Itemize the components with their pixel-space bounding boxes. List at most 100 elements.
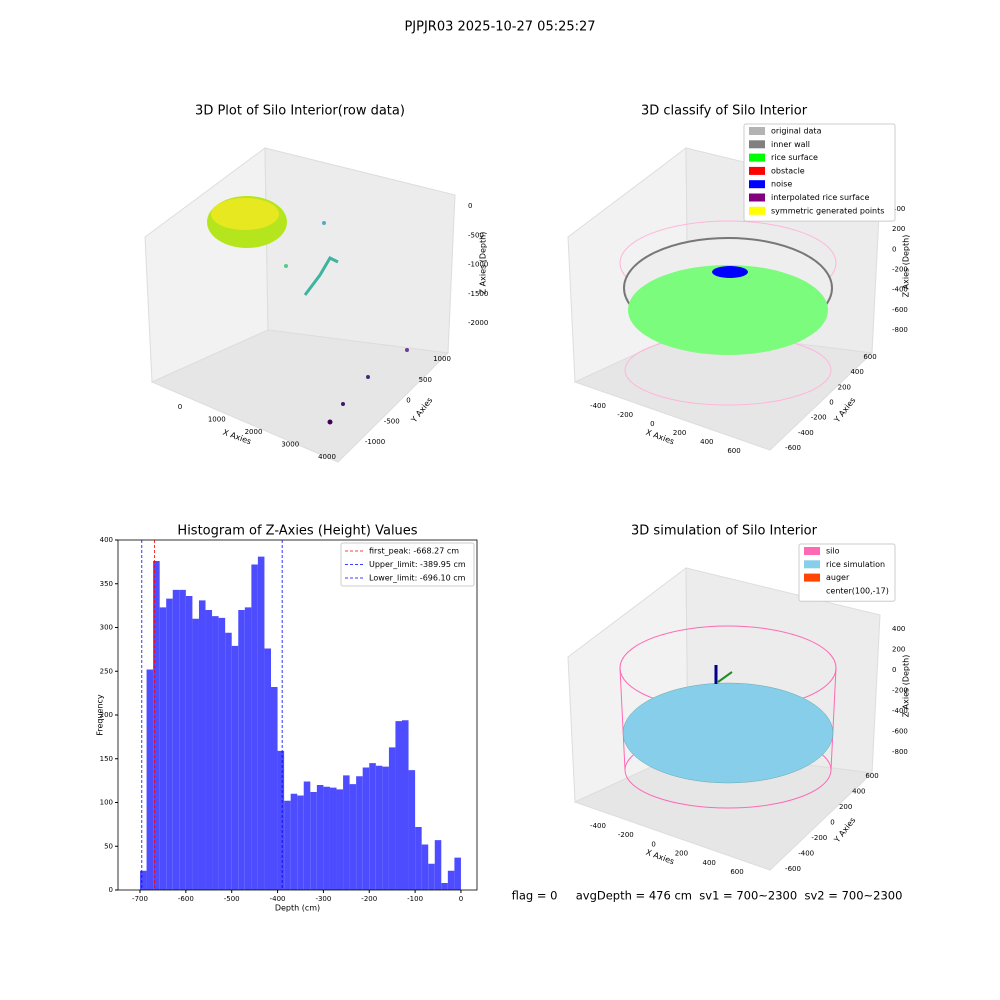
y-tick-label: 0 xyxy=(830,819,834,827)
z-tick-label: 400 xyxy=(892,205,905,213)
y-tick-label: -200 xyxy=(811,834,827,842)
y-tick-label: 0 xyxy=(406,397,410,405)
x-tick-label: 600 xyxy=(730,868,743,876)
legend xyxy=(743,123,896,222)
bar xyxy=(153,561,160,890)
bar xyxy=(375,765,383,890)
bar xyxy=(316,785,324,890)
x-tick-label: -500 xyxy=(224,895,240,903)
bar xyxy=(172,589,180,890)
axis-label: Z Axies (Depth) xyxy=(902,235,911,298)
x-tick-label: -300 xyxy=(315,895,331,903)
bar xyxy=(388,747,396,890)
bar xyxy=(428,863,435,890)
legend-swatch xyxy=(749,166,765,175)
bar xyxy=(382,766,389,890)
y-tick-label: 300 xyxy=(100,624,113,632)
x-tick-label: -200 xyxy=(618,831,634,839)
bar xyxy=(434,840,442,890)
bar xyxy=(297,795,304,890)
legend-label: auger xyxy=(826,573,850,582)
x-tick-label: -200 xyxy=(617,411,633,419)
bar xyxy=(454,857,461,890)
bar xyxy=(362,767,370,890)
bar xyxy=(238,610,245,890)
axis-label: Y Axies xyxy=(409,396,435,425)
panes-1 xyxy=(144,147,456,463)
bar xyxy=(290,793,298,890)
x-tick-label: 0 xyxy=(650,420,654,428)
legend-swatch xyxy=(804,573,820,582)
bar xyxy=(303,781,311,890)
bar xyxy=(251,564,258,890)
z-tick-label: 200 xyxy=(892,225,905,233)
y-tick-label: 250 xyxy=(100,667,113,675)
bar xyxy=(447,870,455,890)
bar xyxy=(270,687,278,890)
bar xyxy=(198,600,206,890)
subplot-title: 3D simulation of Silo Interior xyxy=(631,524,818,539)
legend-label: silo xyxy=(826,547,840,556)
bar xyxy=(185,596,193,890)
z-tick-label: -1000 xyxy=(468,261,488,269)
bar xyxy=(356,776,363,890)
footer-text: flag = 0 avgDepth = 476 cm sv1 = 700~230… xyxy=(512,889,903,903)
bar xyxy=(192,618,199,890)
x-tick-label: 1000 xyxy=(208,416,226,424)
y-tick-label: -1000 xyxy=(365,438,385,446)
bar xyxy=(395,721,402,890)
y-tick-label: -600 xyxy=(785,444,801,452)
x-axis-label: Depth (cm) xyxy=(275,904,320,913)
x-tick-label: 400 xyxy=(700,438,713,446)
z-tick-label: 0 xyxy=(468,202,472,210)
legend-label: obstacle xyxy=(771,166,805,175)
x-tick-label: -700 xyxy=(132,895,148,903)
x-tick-label: 2000 xyxy=(245,428,263,436)
y-tick-label: 500 xyxy=(419,376,432,384)
axis-label: X Axies xyxy=(645,848,676,867)
axis-label: Z Axies (Depth) xyxy=(902,655,911,718)
y-tick-label: -400 xyxy=(798,429,814,437)
x-tick-label: -400 xyxy=(270,895,286,903)
legend-swatch xyxy=(749,127,765,135)
bar xyxy=(244,607,252,890)
bar xyxy=(284,800,291,890)
y-tick-label: -500 xyxy=(384,417,400,425)
z-tick-label: 400 xyxy=(892,625,905,633)
subplot-title: Histogram of Z-Axies (Height) Values xyxy=(177,524,417,539)
z-tick-label: -200 xyxy=(892,266,908,274)
x-tick-label: 0 xyxy=(459,895,463,903)
y-tick-label: 200 xyxy=(839,803,852,811)
bar xyxy=(257,556,265,890)
z-tick-label: -1500 xyxy=(468,290,488,298)
y-tick-label: 0 xyxy=(829,399,833,407)
legend-swatch xyxy=(804,560,820,569)
legend-swatch xyxy=(749,140,765,149)
bar xyxy=(369,763,376,890)
panes-4 xyxy=(567,567,881,871)
bar xyxy=(166,598,173,890)
y-tick-label: 200 xyxy=(838,383,851,391)
z-tick-label: -400 xyxy=(892,286,908,294)
y-tick-label: 0 xyxy=(109,886,113,894)
legend-label: Lower_limit: -696.10 cm xyxy=(369,574,466,583)
legend-swatch xyxy=(749,180,765,189)
bar xyxy=(336,789,344,890)
bar xyxy=(408,770,416,890)
bar xyxy=(415,827,422,890)
legend-swatch xyxy=(749,153,765,162)
axis-label: Z Axies (Depth) xyxy=(479,232,488,295)
legend-label: original data xyxy=(771,127,822,136)
legend-label: noise xyxy=(771,180,792,189)
legend-label: center(100,-17) xyxy=(826,586,889,595)
legend-label: interpolated rice surface xyxy=(771,193,869,202)
z-tick-label: -2000 xyxy=(468,319,488,327)
x-tick-label: 3000 xyxy=(281,441,299,449)
y-tick-label: 400 xyxy=(852,788,865,796)
x-tick-label: -100 xyxy=(407,895,423,903)
y-tick-label: 600 xyxy=(865,772,878,780)
legend-swatch xyxy=(749,206,765,215)
z-tick-label: -500 xyxy=(468,231,484,239)
legend-label: first_peak: -668.27 cm xyxy=(369,547,459,556)
